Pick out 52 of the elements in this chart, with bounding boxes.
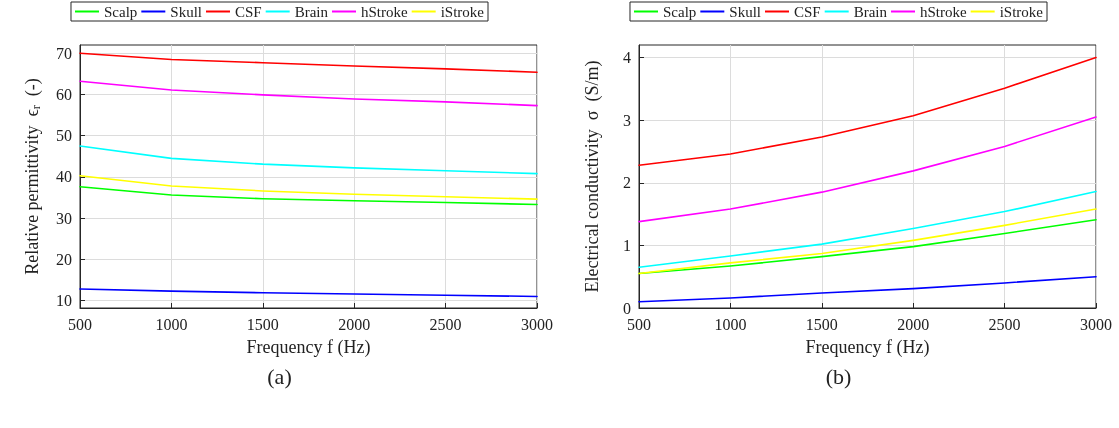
- legend-label: iStroke: [999, 3, 1044, 20]
- y-axis-title: Electrical conductivity σ (S/m): [582, 60, 603, 293]
- y-tick-label: 2: [623, 174, 631, 192]
- y-tick-label: 20: [56, 250, 72, 268]
- line-series: [79, 288, 538, 298]
- y-tick-label: 50: [56, 127, 72, 145]
- y-tick-label: 30: [56, 209, 72, 227]
- legend-label: CSF: [235, 3, 262, 20]
- y-tick-label: 4: [623, 49, 631, 67]
- x-tick-label: 1000: [155, 315, 188, 333]
- y-tick-label: 3: [623, 111, 631, 129]
- legend-label: CSF: [794, 3, 821, 20]
- x-tick-label: 2500: [429, 315, 462, 333]
- legend-label: Scalp: [104, 3, 138, 20]
- x-axis-title: Frequency f (Hz): [805, 337, 930, 358]
- legend-label: Skull: [170, 3, 203, 20]
- line-series: [79, 52, 538, 74]
- x-tick-label: 1000: [714, 315, 747, 333]
- text: (b): [825, 363, 852, 389]
- line-series: [638, 275, 1097, 303]
- legend-label: Skull: [729, 3, 762, 20]
- y-tick-label: 70: [56, 44, 72, 62]
- legend-label: Brain: [294, 3, 329, 20]
- y-tick-label: 10: [56, 292, 72, 310]
- line-series: [638, 56, 1097, 167]
- x-tick-label: 2500: [988, 315, 1021, 333]
- x-tick-label: 3000: [521, 315, 553, 333]
- legend-label: Brain: [853, 3, 888, 20]
- x-tick-label: 2000: [338, 315, 371, 333]
- y-tick-label: 1: [623, 236, 631, 254]
- x-tick-label: 3000: [1080, 315, 1112, 333]
- x-tick-label: 500: [68, 315, 92, 333]
- x-axis-title: Frequency f (Hz): [246, 337, 371, 358]
- line-series: [638, 116, 1097, 223]
- line-series: [79, 80, 538, 107]
- x-tick-label: 2000: [897, 315, 930, 333]
- x-tick-label: 1500: [805, 315, 838, 333]
- legend-label: hStroke: [920, 3, 968, 20]
- line-series: [79, 174, 538, 200]
- line-series: [638, 190, 1097, 269]
- legend-label: hStroke: [361, 3, 409, 20]
- line-series: [79, 145, 538, 175]
- text: (a): [267, 363, 292, 389]
- line-series: [79, 186, 538, 206]
- y-tick-label: 40: [56, 168, 72, 186]
- legend-label: Scalp: [663, 3, 697, 20]
- y-tick-label: 0: [623, 299, 631, 317]
- y-tick-label: 60: [56, 85, 72, 103]
- legend-label: iStroke: [440, 3, 485, 20]
- y-axis-title: Relative permittivity ϵr (-): [22, 78, 43, 275]
- x-tick-label: 1500: [246, 315, 279, 333]
- x-tick-label: 500: [627, 315, 651, 333]
